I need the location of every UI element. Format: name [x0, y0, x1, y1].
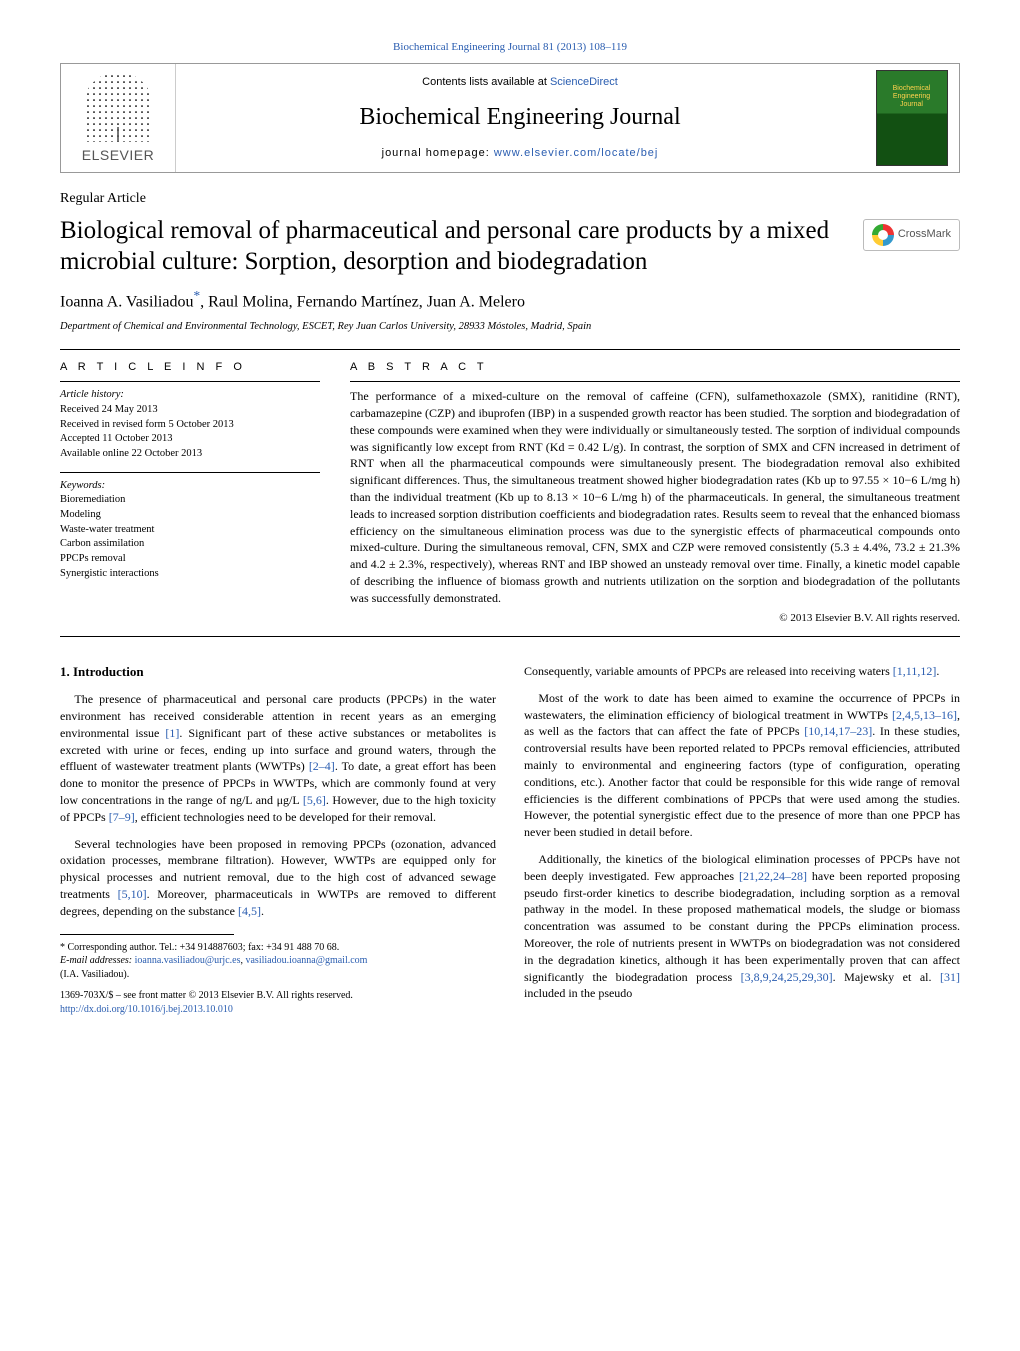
ref-link[interactable]: [7–9]	[109, 810, 135, 824]
left-column: 1. Introduction The presence of pharmace…	[60, 663, 496, 1017]
authors-rest: , Raul Molina, Fernando Martínez, Juan A…	[200, 294, 525, 311]
ref-link[interactable]: [21,22,24–28]	[739, 869, 807, 883]
intro-para-1: The presence of pharmaceutical and perso…	[60, 691, 496, 825]
keyword: PPCPs removal	[60, 553, 126, 564]
keyword: Synergistic interactions	[60, 568, 159, 579]
doi-link[interactable]: http://dx.doi.org/10.1016/j.bej.2013.10.…	[60, 1004, 233, 1015]
footnote-divider	[60, 934, 234, 935]
abstract-column: A B S T R A C T The performance of a mix…	[350, 360, 960, 626]
ref-link[interactable]: [4,5]	[238, 904, 261, 918]
keyword: Modeling	[60, 509, 101, 520]
ref-link[interactable]: [31]	[940, 970, 960, 984]
header-center: Contents lists available at ScienceDirec…	[176, 64, 864, 172]
homepage-link[interactable]: www.elsevier.com/locate/bej	[494, 147, 659, 159]
divider-top	[60, 349, 960, 350]
body-columns: 1. Introduction The presence of pharmace…	[60, 663, 960, 1017]
ref-link[interactable]: [5,6]	[303, 793, 326, 807]
copyright: © 2013 Elsevier B.V. All rights reserved…	[350, 611, 960, 626]
ref-link[interactable]: [2–4]	[309, 759, 335, 773]
ref-link[interactable]: [5,10]	[118, 887, 147, 901]
header-citation: Biochemical Engineering Journal 81 (2013…	[60, 40, 960, 55]
corresponding-author: * Corresponding author. Tel.: +34 914887…	[60, 941, 496, 955]
crossmark-icon	[872, 224, 894, 246]
journal-header-box: ELSEVIER Contents lists available at Sci…	[60, 63, 960, 173]
journal-name: Biochemical Engineering Journal	[186, 101, 854, 135]
keywords: Keywords: Bioremediation Modeling Waste-…	[60, 479, 320, 582]
journal-cover-cell: Biochemical Engineering Journal	[864, 64, 959, 172]
journal-homepage: journal homepage: www.elsevier.com/locat…	[186, 146, 854, 161]
intro-para-2: Several technologies have been proposed …	[60, 836, 496, 920]
info-abstract-row: A R T I C L E I N F O Article history: R…	[60, 360, 960, 626]
homepage-label: journal homepage:	[382, 147, 494, 159]
history-received: Received 24 May 2013	[60, 404, 158, 415]
article-history: Article history: Received 24 May 2013 Re…	[60, 388, 320, 461]
article-type: Regular Article	[60, 189, 960, 209]
history-accepted: Accepted 11 October 2013	[60, 433, 172, 444]
sciencedirect-link[interactable]: ScienceDirect	[550, 76, 618, 88]
article-info-column: A R T I C L E I N F O Article history: R…	[60, 360, 320, 626]
contents-available: Contents lists available at ScienceDirec…	[186, 75, 854, 90]
right-para-3: Additionally, the kinetics of the biolog…	[524, 851, 960, 1002]
author-primary: Ioanna A. Vasiliadou	[60, 294, 193, 311]
right-column: Consequently, variable amounts of PPCPs …	[524, 663, 960, 1017]
title-row: Biological removal of pharmaceutical and…	[60, 215, 960, 278]
contents-prefix: Contents lists available at	[422, 76, 550, 88]
ref-link[interactable]: [3,8,9,24,25,29,30]	[741, 970, 833, 984]
email-attribution: (I.A. Vasiliadou).	[60, 968, 496, 982]
keyword: Carbon assimilation	[60, 538, 144, 549]
keywords-label: Keywords:	[60, 480, 105, 491]
ref-link[interactable]: [10,14,17–23]	[804, 724, 872, 738]
publisher-cell: ELSEVIER	[61, 64, 176, 172]
info-divider	[60, 381, 320, 382]
keyword: Bioremediation	[60, 494, 125, 505]
ref-link[interactable]: [2,4,5,13–16]	[892, 708, 957, 722]
abstract-text: The performance of a mixed-culture on th…	[350, 388, 960, 606]
ref-link[interactable]: [1]	[165, 726, 179, 740]
affiliation: Department of Chemical and Environmental…	[60, 320, 960, 335]
right-para-1: Consequently, variable amounts of PPCPs …	[524, 663, 960, 680]
right-para-2: Most of the work to date has been aimed …	[524, 690, 960, 841]
ref-link[interactable]: [1,11,12]	[893, 664, 937, 678]
authors: Ioanna A. Vasiliadou*, Raul Molina, Fern…	[60, 287, 960, 314]
history-online: Available online 22 October 2013	[60, 448, 202, 459]
publisher-name: ELSEVIER	[82, 146, 154, 166]
citation-link[interactable]: Biochemical Engineering Journal 81 (2013…	[393, 41, 627, 53]
keyword: Waste-water treatment	[60, 524, 154, 535]
history-revised: Received in revised form 5 October 2013	[60, 419, 234, 430]
abstract-divider	[350, 381, 960, 382]
email-label: E-mail addresses:	[60, 955, 135, 966]
article-info-heading: A R T I C L E I N F O	[60, 360, 320, 375]
journal-cover-icon: Biochemical Engineering Journal	[876, 70, 948, 166]
keywords-divider	[60, 472, 320, 473]
history-label: Article history:	[60, 389, 124, 400]
elsevier-tree-icon	[83, 72, 153, 142]
article-title: Biological removal of pharmaceutical and…	[60, 215, 847, 278]
email-line: E-mail addresses: ioanna.vasiliadou@urjc…	[60, 954, 496, 968]
crossmark-label: CrossMark	[898, 227, 951, 242]
email-link-2[interactable]: vasiliadou.ioanna@gmail.com	[245, 955, 367, 966]
footnotes: * Corresponding author. Tel.: +34 914887…	[60, 941, 496, 982]
intro-heading: 1. Introduction	[60, 663, 496, 681]
issn-line: 1369-703X/$ – see front matter © 2013 El…	[60, 989, 496, 1003]
abstract-heading: A B S T R A C T	[350, 360, 960, 375]
email-link-1[interactable]: ioanna.vasiliadou@urjc.es	[135, 955, 241, 966]
bottom-meta: 1369-703X/$ – see front matter © 2013 El…	[60, 989, 496, 1017]
crossmark-badge[interactable]: CrossMark	[863, 219, 960, 251]
divider-bottom	[60, 636, 960, 637]
